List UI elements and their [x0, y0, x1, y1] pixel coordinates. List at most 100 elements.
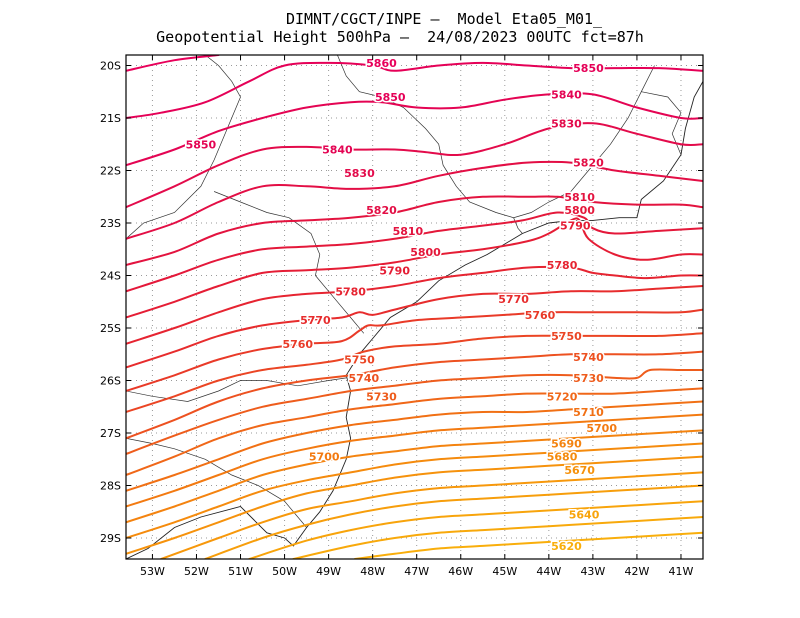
contour-labels: 5860 5850 5850 5850 5840 5840 5830 5830 5820 5820…: [184, 55, 619, 554]
y-tick-label: 22S: [100, 165, 121, 178]
state-border: [641, 91, 682, 155]
y-tick-label: 28S: [100, 480, 121, 493]
contour-5820: [126, 160, 703, 240]
x-tick-label: 52W: [184, 565, 209, 578]
contour-5780: [126, 266, 703, 345]
contour-label: 5640: [569, 508, 600, 521]
contour-label: 5840: [322, 144, 353, 157]
contour-label: 5810: [564, 191, 595, 204]
contour-label: 5690: [551, 438, 582, 451]
contour-label: 5820: [573, 157, 604, 170]
contour-label: 5790: [379, 264, 410, 277]
contour-label: 5750: [551, 330, 582, 343]
y-tick-label: 24S: [100, 270, 121, 283]
contour-label: 5700: [586, 422, 617, 435]
map-outlines: [126, 55, 703, 559]
contour-label: 5850: [573, 62, 604, 75]
x-tick-label: 49W: [316, 565, 341, 578]
contour-label: 5730: [366, 390, 397, 403]
contour-5710: [126, 400, 703, 492]
x-tick-label: 47W: [404, 565, 429, 578]
contour-label: 5850: [375, 91, 406, 104]
coastline: [126, 81, 703, 559]
contour-5680: [126, 442, 703, 539]
contour-label: 5720: [547, 390, 578, 403]
contour-label: 5790: [560, 220, 591, 233]
contour-5720: [126, 387, 703, 476]
contour-5810: [126, 195, 703, 266]
contour-5630: [292, 516, 703, 559]
y-tick-label: 27S: [100, 427, 121, 440]
contour-5670: [126, 455, 703, 555]
contour-5640: [248, 500, 703, 559]
x-tick-label: 50W: [272, 565, 297, 578]
contour-5730: [126, 368, 703, 455]
gridlines: [126, 55, 703, 559]
contour-label: 5800: [410, 246, 441, 259]
contour-label: 5830: [344, 167, 375, 180]
contour-5770: [126, 285, 703, 369]
contour-label: 5620: [551, 540, 582, 553]
y-tick-label: 20S: [100, 60, 121, 73]
contour-5690: [126, 429, 703, 524]
contour-label: 5800: [564, 204, 595, 217]
axes: 53W 52W 51W 50W 49W 48W 47W 46W 45W 44W 43W 42W 41W 2…: [100, 55, 703, 578]
contour-5790: [126, 217, 703, 319]
contour-5650: [204, 484, 703, 559]
y-tick-label: 26S: [100, 375, 121, 388]
contour-5700: [126, 413, 703, 508]
contour-label: 5740: [349, 372, 380, 385]
x-tick-label: 48W: [360, 565, 385, 578]
contour-label: 5850: [186, 138, 217, 151]
y-tick-label: 23S: [100, 217, 121, 230]
contour-label: 5770: [300, 314, 331, 327]
contour-label: 5840: [551, 88, 582, 101]
contour-5750: [126, 332, 703, 413]
contour-label: 5770: [498, 293, 529, 306]
contour-label: 5740: [573, 351, 604, 364]
x-tick-label: 53W: [140, 565, 165, 578]
x-tick-label: 42W: [624, 565, 649, 578]
contour-label: 5710: [573, 406, 604, 419]
contour-label: 5730: [573, 372, 604, 385]
x-tick-label: 51W: [228, 565, 253, 578]
state-border: [337, 55, 655, 219]
x-tick-label: 45W: [492, 565, 517, 578]
x-tick-label: 41W: [669, 565, 694, 578]
contour-label: 5810: [393, 225, 424, 238]
contour-5860: [126, 55, 220, 72]
contour-label: 5760: [525, 309, 556, 322]
contour-lines: [126, 55, 703, 559]
contour-label: 5760: [282, 338, 313, 351]
contour-5800: [126, 211, 703, 293]
x-tick-label: 43W: [580, 565, 605, 578]
contour-5850: [126, 61, 703, 119]
contour-5620: [354, 531, 703, 559]
chart-title-line2: Geopotential Height 500hPa – 24/08/2023 …: [156, 28, 644, 46]
y-tick-label: 25S: [100, 322, 121, 335]
contour-label: 5860: [366, 57, 397, 70]
contour-label: 5830: [551, 117, 582, 130]
contour-label: 5820: [366, 204, 397, 217]
contour-label: 5680: [547, 451, 578, 464]
contour-5660: [160, 471, 703, 559]
contour-5760: [126, 308, 703, 392]
y-tick-label: 21S: [100, 112, 121, 125]
state-border: [213, 191, 365, 334]
contour-label: 5780: [335, 285, 366, 298]
chart-title-line1: DIMNT/CGCT/INPE – Model Eta05_M01_: [286, 10, 603, 28]
plot-frame: [125, 54, 704, 560]
contour-5840: [126, 92, 703, 167]
state-border: [126, 55, 241, 240]
contour-label: 5670: [564, 464, 595, 477]
contour-5830: [126, 122, 703, 209]
state-border: [126, 377, 347, 402]
x-tick-label: 46W: [448, 565, 473, 578]
contour-label: 5750: [344, 354, 375, 367]
contour-label: 5780: [547, 259, 578, 272]
contour-5740: [126, 350, 703, 440]
y-tick-label: 29S: [100, 532, 121, 545]
contour-label: 5700: [309, 451, 340, 464]
x-tick-label: 44W: [536, 565, 561, 578]
